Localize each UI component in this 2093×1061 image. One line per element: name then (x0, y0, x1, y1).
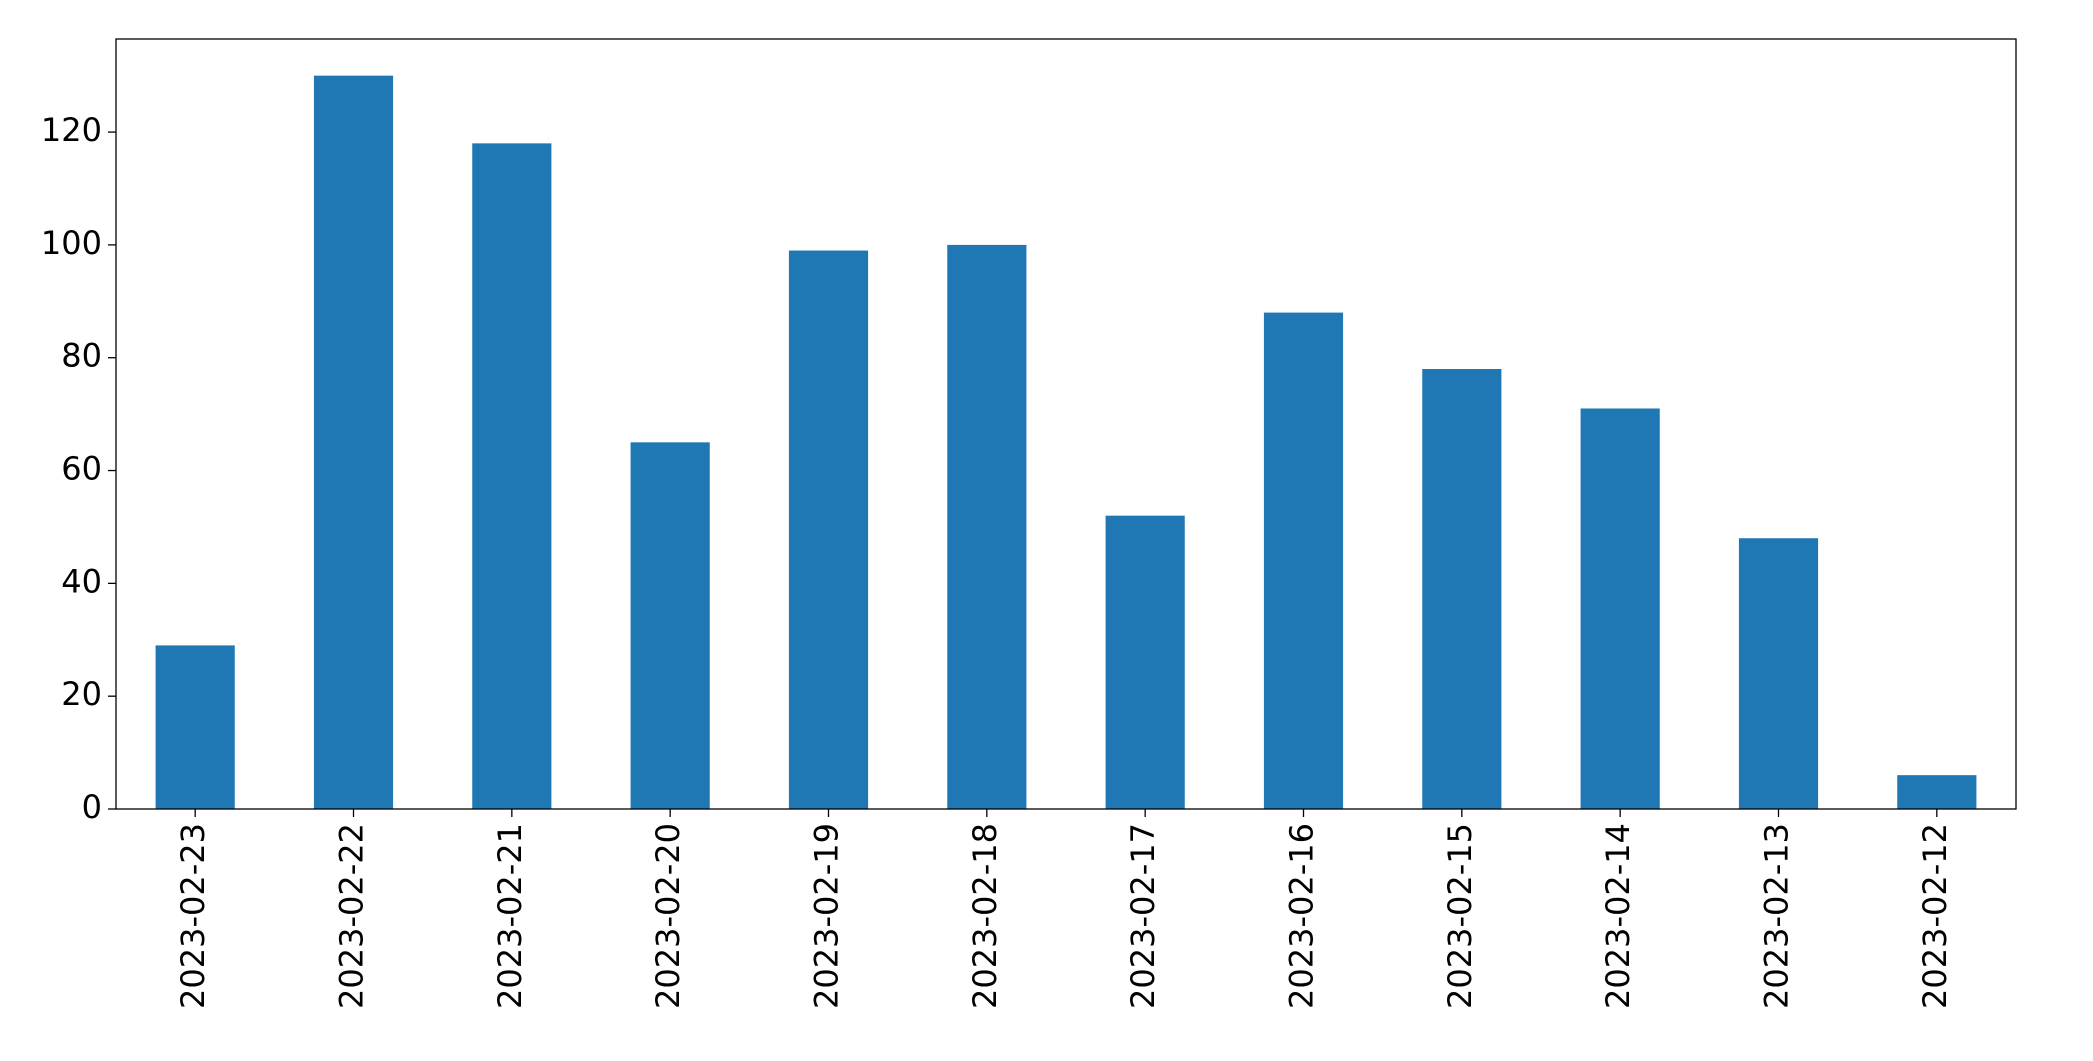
x-tick-label: 2023-02-12 (1916, 823, 1954, 1009)
y-tick-label: 100 (41, 224, 102, 262)
x-tick-label: 2023-02-23 (174, 823, 212, 1009)
y-tick-label: 80 (61, 337, 102, 375)
x-tick-label: 2023-02-17 (1124, 823, 1162, 1009)
bar (1263, 312, 1344, 809)
x-tick-label: 2023-02-13 (1758, 823, 1796, 1009)
y-tick-label: 0 (82, 788, 102, 826)
bar (472, 143, 552, 809)
x-tick-label: 2023-02-14 (1599, 823, 1637, 1009)
bar (155, 645, 235, 809)
bar (1897, 775, 1977, 809)
bar (630, 442, 710, 809)
x-tick-label: 2023-02-21 (491, 823, 529, 1009)
bar (1105, 515, 1185, 809)
x-tick-label: 2023-02-22 (333, 823, 371, 1009)
y-tick-label: 120 (41, 111, 102, 149)
bar (1580, 408, 1660, 809)
plot-frame (115, 38, 2017, 810)
x-tick-label: 2023-02-18 (966, 823, 1004, 1009)
y-tick-label: 40 (61, 562, 102, 600)
bar (947, 244, 1027, 809)
bar (313, 75, 394, 809)
bar (788, 250, 869, 810)
x-tick-label: 2023-02-20 (649, 823, 687, 1009)
bar (1738, 538, 1819, 809)
x-tick-label: 2023-02-19 (808, 823, 846, 1009)
x-tick-label: 2023-02-15 (1441, 823, 1479, 1009)
y-tick-label: 20 (61, 675, 102, 713)
y-tick-label: 60 (61, 450, 102, 488)
x-tick-label: 2023-02-16 (1283, 823, 1321, 1009)
bar (1422, 369, 1502, 809)
